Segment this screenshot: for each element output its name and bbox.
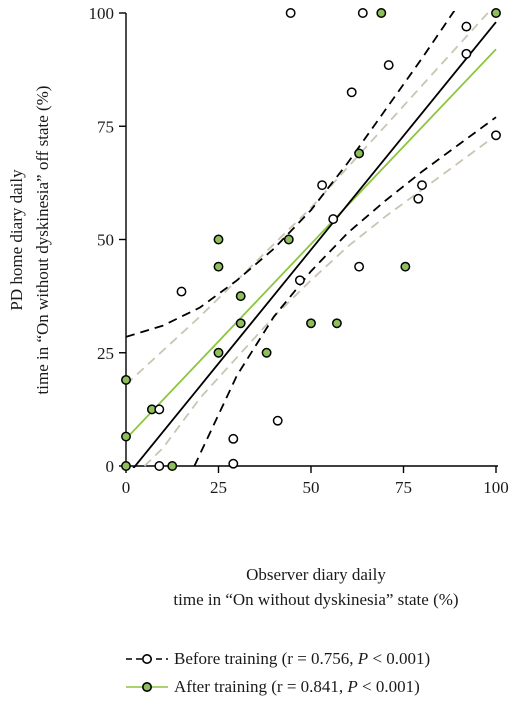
scatter-chart: PD home diary daily time in “On without … [7, 4, 509, 609]
point-after [213, 347, 224, 358]
legend-label-after: After training (r = 0.841, P < 0.001) [174, 677, 420, 696]
x-axis-title-line2: time in “On without dyskinesia” state (%… [173, 590, 458, 609]
point-before [272, 415, 283, 426]
y-tick-label: 75 [97, 117, 114, 136]
point-after [261, 347, 272, 358]
point-after [213, 234, 224, 245]
point-before [461, 48, 472, 59]
axes: 0 25 50 75 100 0 25 50 75 100 [89, 4, 509, 497]
point-after [354, 148, 365, 159]
point-after [213, 261, 224, 272]
point-before [461, 21, 472, 32]
ci-upper-after [125, 11, 491, 386]
y-tick-label: 0 [106, 457, 115, 476]
point-before [354, 261, 365, 272]
point-before [413, 193, 424, 204]
y-tick-label: 50 [97, 231, 114, 250]
point-before [346, 87, 357, 98]
x-tick-label: 75 [395, 478, 412, 497]
point-after [235, 318, 246, 329]
y-axis-title: PD home diary daily time in “On without … [7, 86, 52, 395]
legend-item-before: Before training (r = 0.756, P < 0.001) [124, 644, 524, 674]
y-axis-title-line2: time in “On without dyskinesia” off stat… [33, 86, 52, 395]
fit-line-before [132, 21, 497, 468]
confidence-bands [125, 11, 497, 467]
data-points [121, 8, 501, 471]
legend-swatch-after [124, 672, 170, 702]
point-after [400, 261, 411, 272]
y-tick-label: 100 [89, 4, 115, 23]
fit-line-after [125, 48, 497, 440]
point-after [306, 318, 316, 329]
point-before [154, 461, 165, 471]
ci-upper-before [125, 11, 456, 338]
x-tick-label: 100 [483, 478, 509, 497]
point-before [154, 404, 165, 415]
point-before [294, 275, 305, 286]
y-axis-title-line1: PD home diary daily [7, 169, 26, 311]
point-before [357, 8, 368, 18]
legend-swatch-before [124, 644, 170, 674]
x-axis-title-line1: Observer diary daily [246, 565, 386, 584]
point-before [328, 214, 339, 225]
ci-lower-before [193, 116, 497, 467]
point-after [121, 461, 131, 471]
x-tick-label: 0 [122, 478, 131, 497]
ci-lower-after [143, 134, 497, 467]
point-before [317, 180, 328, 191]
point-after [167, 461, 178, 471]
x-axis-title: Observer diary daily time in “On without… [173, 565, 458, 609]
point-before [383, 60, 394, 71]
legend-label-before: Before training (r = 0.756, P < 0.001) [174, 649, 431, 668]
point-after [121, 374, 131, 385]
point-before [228, 458, 239, 469]
x-tick-label: 50 [303, 478, 320, 497]
point-after [491, 8, 501, 18]
point-after [376, 8, 387, 18]
regression-lines [125, 21, 497, 468]
point-after [331, 318, 342, 329]
point-before [417, 180, 427, 191]
legend-item-after: After training (r = 0.841, P < 0.001) [124, 672, 524, 702]
point-after [121, 431, 131, 442]
point-before [228, 433, 239, 444]
y-tick-label: 25 [97, 344, 114, 363]
point-after [235, 291, 246, 302]
point-before [285, 8, 296, 18]
x-tick-label: 25 [210, 478, 227, 497]
point-after [283, 234, 294, 245]
point-before [176, 286, 187, 297]
point-before [491, 130, 501, 141]
